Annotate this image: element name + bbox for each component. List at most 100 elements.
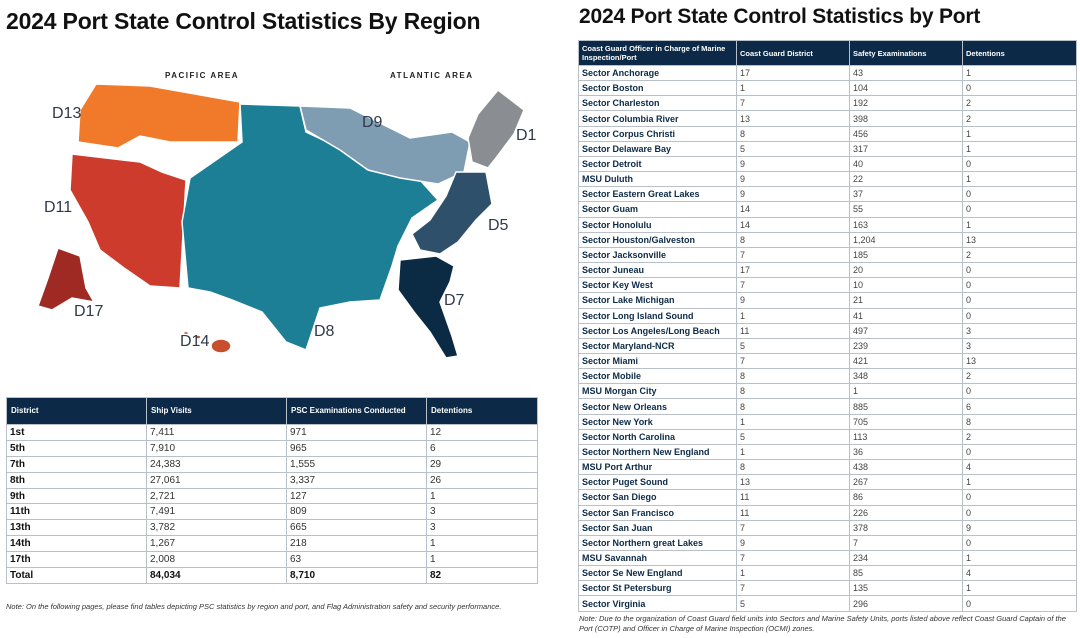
table-cell: 1 (736, 80, 850, 97)
table-cell: 665 (286, 519, 427, 537)
table-cell: Sector Guam (578, 201, 737, 218)
table-cell: 0 (962, 489, 1077, 506)
table-cell: 12 (426, 424, 538, 441)
table-row: Sector New Orleans 8 885 6 (578, 398, 1077, 415)
table-cell: 809 (286, 503, 427, 521)
table-cell: 1 (736, 413, 850, 430)
table-cell: 127 (286, 487, 427, 505)
table-cell: Sector Miami (578, 352, 737, 370)
table-header-row: Coast Guard Officer in Charge of Marine … (578, 40, 1077, 66)
table-cell: 8,710 (286, 567, 427, 584)
table-cell: 0 (962, 383, 1077, 400)
table-row: 5th 7,910 965 6 (6, 439, 538, 457)
table-cell: 185 (849, 246, 963, 264)
table-cell: 705 (849, 413, 963, 430)
table-cell: 7 (736, 95, 850, 112)
table-cell: 7,491 (146, 503, 287, 521)
table-cell: 0 (962, 595, 1077, 612)
table-cell: MSU Duluth (578, 171, 737, 188)
table-cell: 17 (736, 262, 850, 279)
table-row: Sector Key West 7 10 0 (578, 277, 1077, 294)
table-cell: Sector Columbia River (578, 110, 737, 127)
table-row: 13th 3,782 665 3 (6, 519, 538, 537)
table-cell: 8 (736, 368, 850, 385)
table-cell: Sector Se New England (578, 565, 737, 582)
table-cell: 1 (962, 216, 1077, 233)
table-cell: 13 (736, 110, 850, 127)
table-row: Total 84,034 8,710 82 (6, 567, 538, 584)
table-cell: MSU Morgan City (578, 383, 737, 400)
district-14-region (210, 338, 232, 354)
table-cell: 0 (962, 534, 1077, 552)
pacific-area-label: PACIFIC AREA (165, 71, 239, 80)
table-row: Sector Delaware Bay 5 317 1 (578, 140, 1077, 157)
atlantic-area-label: ATLANTIC AREA (390, 71, 474, 80)
table-cell: Sector Boston (578, 80, 737, 97)
table-cell: 21 (849, 292, 963, 309)
table-cell: 36 (849, 443, 963, 461)
table-cell: 17th (6, 551, 147, 569)
table-cell: Sector Virginia (578, 595, 737, 612)
table-row: Sector New York 1 705 8 (578, 413, 1077, 430)
table-cell: 0 (962, 292, 1077, 309)
table-row: Sector Guam 14 55 0 (578, 201, 1077, 218)
table-row: Sector Houston/Galveston 8 1,204 13 (578, 231, 1077, 248)
table-cell: MSU Savannah (578, 549, 737, 567)
col-header-ship-visits: Ship Visits (146, 397, 287, 425)
table-cell: 5 (736, 140, 850, 157)
table-row: MSU Port Arthur 8 438 4 (578, 459, 1077, 476)
col-header-district: Coast Guard District (736, 40, 850, 66)
table-cell: 1,555 (286, 455, 427, 473)
table-cell: 0 (962, 443, 1077, 461)
table-cell: 8 (736, 125, 850, 142)
table-cell: Sector San Francisco (578, 504, 737, 521)
table-cell: 1 (962, 580, 1077, 597)
table-row: 17th 2,008 63 1 (6, 551, 538, 569)
table-cell: 113 (849, 428, 963, 445)
table-cell: 7 (736, 352, 850, 370)
table-cell: Sector Anchorage (578, 64, 737, 82)
table-row: Sector Honolulu 14 163 1 (578, 216, 1077, 233)
table-cell: 86 (849, 489, 963, 506)
table-cell: 27,061 (146, 471, 287, 489)
table-cell: 421 (849, 352, 963, 370)
d13-label: D13 (52, 105, 81, 122)
table-cell: 8 (962, 413, 1077, 430)
table-cell: 11 (736, 322, 850, 339)
table-cell: 20 (849, 262, 963, 279)
table-cell: 965 (286, 439, 427, 457)
table-row: Sector Eastern Great Lakes 9 37 0 (578, 186, 1077, 203)
table-cell: Sector Lake Michigan (578, 292, 737, 309)
table-row: 9th 2,721 127 1 (6, 487, 538, 505)
table-cell: 398 (849, 110, 963, 127)
table-row: Sector Maryland-NCR 5 239 3 (578, 337, 1077, 354)
col-header-detentions: Detentions (426, 397, 538, 425)
table-cell: 8 (736, 398, 850, 415)
table-cell: Sector Los Angeles/Long Beach (578, 322, 737, 339)
district-14-island (194, 334, 202, 340)
table-cell: 218 (286, 535, 427, 553)
table-cell: 1 (962, 140, 1077, 157)
d14-label: D14 (180, 333, 209, 350)
table-cell: 14 (736, 216, 850, 233)
d8-label: D8 (314, 323, 335, 340)
table-cell: 11 (736, 489, 850, 506)
table-cell: 9 (736, 534, 850, 552)
district-7-region (397, 255, 459, 359)
table-cell: Sector Mobile (578, 368, 737, 385)
table-cell: 1 (849, 383, 963, 400)
table-row: 14th 1,267 218 1 (6, 535, 538, 553)
table-cell: 971 (286, 424, 427, 441)
table-cell: 5 (736, 337, 850, 354)
table-cell: 11th (6, 503, 147, 521)
table-row: Sector San Francisco 11 226 0 (578, 504, 1077, 521)
col-header-detentions: Detentions (962, 40, 1077, 66)
table-row: Sector Lake Michigan 9 21 0 (578, 292, 1077, 309)
table-header-row: District Ship Visits PSC Examinations Co… (6, 397, 538, 425)
table-row: Sector Jacksonville 7 185 2 (578, 246, 1077, 264)
table-cell: 348 (849, 368, 963, 385)
table-cell: 1 (962, 474, 1077, 491)
table-cell: 456 (849, 125, 963, 142)
d5-label: D5 (488, 217, 509, 234)
table-cell: 7,411 (146, 424, 287, 441)
